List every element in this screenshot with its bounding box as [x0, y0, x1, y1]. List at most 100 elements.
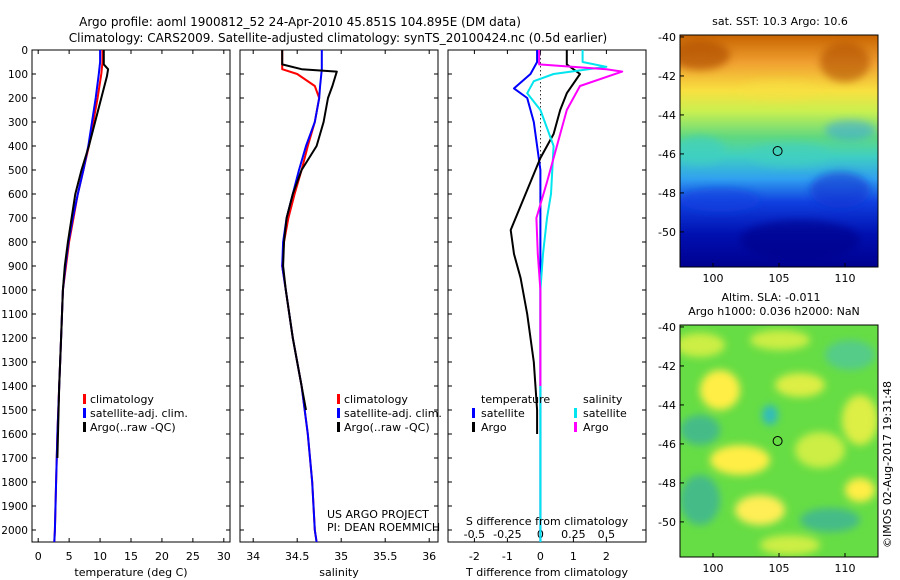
series-line-temperature-argo: [509, 50, 581, 434]
map-y-tick-label: -44: [658, 109, 676, 122]
x-tick-label: 15: [124, 550, 138, 563]
depth-tick-label: 1300: [1, 357, 28, 369]
map-y-tick-label: -50: [658, 516, 676, 529]
map-y-tick-label: -48: [658, 187, 676, 200]
x-tick-label: 1: [570, 550, 577, 563]
salinity-plot-frame: [239, 49, 439, 543]
map-x-tick-label: 100: [703, 562, 724, 575]
difference-legend: temperature salinity satellite Argo sate…: [472, 393, 627, 434]
temperature-legend: climatology satellite-adj. clim. Argo(..…: [83, 393, 188, 434]
t-difference-axis-label: T difference from climatology: [465, 566, 628, 579]
depth-tick-label: 800: [8, 237, 28, 249]
legend-swatch-temperature-satellite: [472, 408, 475, 418]
depth-tick-label: 100: [8, 69, 28, 81]
depth-tick-label: 1600: [1, 429, 28, 441]
map-x-tick-label: 100: [703, 272, 724, 285]
map-y-tick-label: -50: [658, 226, 676, 239]
x-tick-label: 30: [217, 550, 231, 563]
sst-map: [680, 35, 878, 267]
x-tick-label: 0.5: [598, 528, 616, 541]
depth-tick-label: 600: [8, 189, 28, 201]
depth-tick-label: 1200: [1, 333, 28, 345]
legend-swatch-satellite: [83, 408, 86, 418]
depth-tick-label: 1400: [1, 381, 28, 393]
x-tick-label: 25: [186, 550, 200, 563]
map-x-tick-label: 110: [835, 272, 856, 285]
series-line-salinity-satellite: [526, 50, 608, 542]
legend-label-climatology: climatology: [90, 393, 154, 406]
sla-map: [680, 325, 878, 557]
x-tick-label: 10: [93, 550, 107, 563]
series-line-satellite-adj-clim-: [281, 50, 323, 543]
map-y-tick-label: -44: [658, 399, 676, 412]
difference-plot-frame: [447, 49, 647, 543]
x-tick-label: -0.5: [464, 528, 485, 541]
x-tick-label: 0: [537, 550, 544, 563]
figure-title-line2: Climatology: CARS2009. Satellite-adjuste…: [69, 31, 607, 45]
legend-label-salinity-argo: Argo: [583, 421, 609, 434]
map-y-tick-label: -40: [658, 321, 676, 334]
x-tick-label: 0: [35, 550, 42, 563]
depth-tick-label: 1000: [1, 285, 28, 297]
x-tick-label: 36: [422, 550, 436, 563]
x-tick-label: 34: [246, 550, 260, 563]
project-credit-line2: PI: DEAN ROEMMICH: [327, 521, 440, 534]
legend-label-temperature-satellite: satellite: [481, 407, 525, 420]
map-y-tick-label: -40: [658, 31, 676, 44]
map-y-tick-label: -46: [658, 148, 676, 161]
legend-swatch-satellite: [337, 408, 340, 418]
sst-map-title: sat. SST: 10.3 Argo: 10.6: [712, 15, 848, 28]
salinity-axis-label: salinity: [319, 566, 359, 579]
legend-swatch-argo: [337, 422, 340, 432]
depth-tick-label: 900: [8, 261, 28, 273]
project-credit-line1: US ARGO PROJECT: [327, 508, 429, 521]
sst-profile-marker: [772, 146, 783, 157]
depth-tick-label: 1800: [1, 477, 28, 489]
legend-label-temperature-argo: Argo: [481, 421, 507, 434]
map-y-tick-label: -42: [658, 70, 676, 83]
x-tick-label: 35.5: [373, 550, 398, 563]
legend-label-salinity-satellite: satellite: [583, 407, 627, 420]
sla-map-title-line2: Argo h1000: 0.036 h2000: NaN: [688, 305, 860, 318]
profile-lines: [53, 50, 624, 543]
depth-tick-label: 200: [8, 93, 28, 105]
series-line-salinity-argo: [535, 50, 624, 386]
legend-header-salinity: salinity: [583, 393, 623, 406]
x-tick-label: 35: [334, 550, 348, 563]
map-y-tick-label: -42: [658, 360, 676, 373]
s-difference-axis-label: S difference from climatology: [466, 515, 629, 528]
legend-label-satellite: satellite-adj. clim.: [90, 407, 188, 420]
depth-tick-label: 1700: [1, 453, 28, 465]
legend-swatch-argo: [83, 422, 86, 432]
x-tick-label: 5: [66, 550, 73, 563]
x-tick-label: -0.25: [493, 528, 521, 541]
legend-label-argo: Argo(..raw -QC): [90, 421, 176, 434]
x-tick-label: 34.5: [285, 550, 310, 563]
map-axes: 100 105 110 -40 -42 -44 -46 -48 -50 100 105 110 -40 -…: [658, 31, 855, 575]
depth-tick-label: 700: [8, 213, 28, 225]
sst-texture: [680, 40, 875, 260]
figure-title-line1: Argo profile: aoml 1900812_52 24-Apr-201…: [79, 15, 521, 29]
series-line-temperature-satellite: [513, 50, 542, 542]
depth-tick-label: 400: [8, 141, 28, 153]
depth-tick-label: 2000: [1, 525, 28, 537]
map-y-tick-label: -48: [658, 477, 676, 490]
legend-swatch-salinity-satellite: [574, 408, 577, 418]
depth-axis: 0 100 200 300 400 500 600 700 800 900 1000 1100 1200…: [1, 45, 646, 537]
legend-label-satellite: satellite-adj. clim.: [344, 407, 442, 420]
x-tick-label: 0.25: [561, 528, 586, 541]
sla-profile-marker: [772, 436, 783, 447]
x-tick-label: 20: [155, 550, 169, 563]
map-x-tick-label: 105: [769, 562, 790, 575]
legend-swatch-temperature-argo: [472, 422, 475, 432]
legend-label-climatology: climatology: [344, 393, 408, 406]
map-y-tick-label: -46: [658, 438, 676, 451]
map-x-tick-label: 105: [769, 272, 790, 285]
depth-tick-label: 1900: [1, 501, 28, 513]
legend-swatch-climatology: [83, 394, 86, 404]
sla-map-title-line1: Altim. SLA: -0.011: [721, 291, 820, 304]
legend-label-argo: Argo(..raw -QC): [344, 421, 430, 434]
x-axes: 0 5 10 15 20 25 30 34 34.5 35 35.5 36 -2 -1 0 1 2 -0.5 -0.…: [35, 50, 615, 563]
depth-tick-label: 1100: [1, 309, 28, 321]
